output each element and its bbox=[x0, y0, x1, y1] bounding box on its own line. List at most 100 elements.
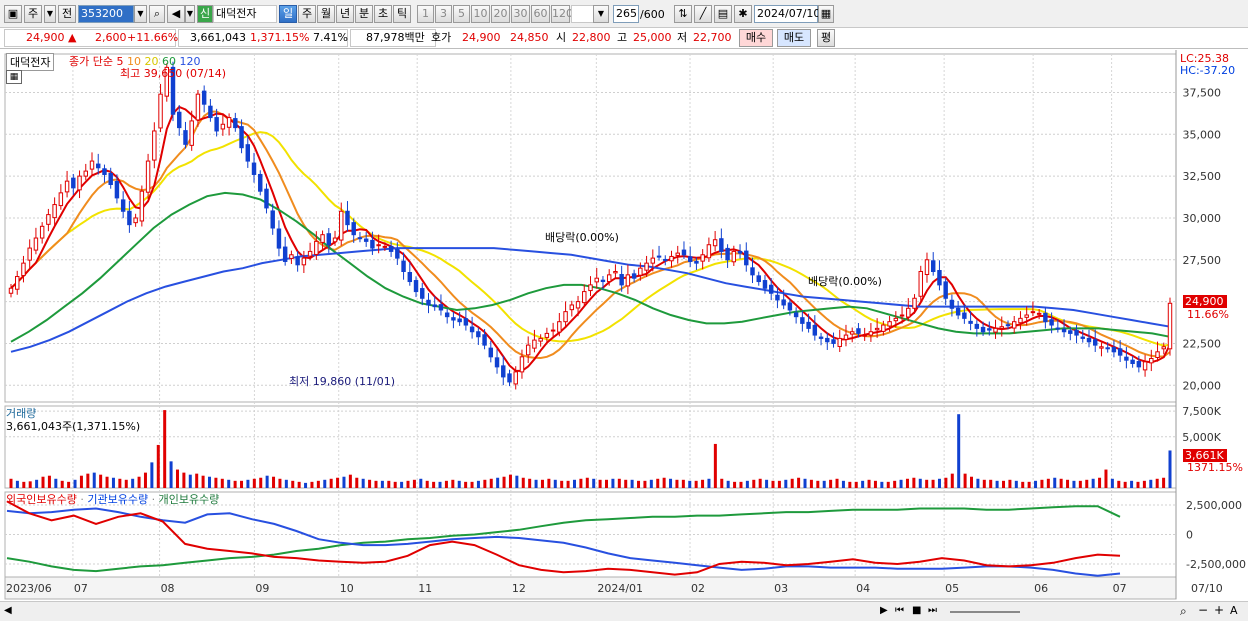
period-button-2[interactable]: 월 bbox=[317, 5, 335, 23]
candle-body-183 bbox=[1149, 358, 1154, 364]
code-dropdown-icon[interactable]: ▼ bbox=[134, 5, 147, 23]
volume-bar-5 bbox=[41, 476, 45, 488]
interval-button-5[interactable]: 30 bbox=[511, 5, 530, 23]
zoom-out-icon[interactable]: − bbox=[1198, 603, 1209, 617]
candle-body-118 bbox=[744, 250, 749, 266]
ma5-line bbox=[10, 105, 1171, 372]
period-main-button[interactable]: 주 bbox=[24, 5, 42, 23]
candle-body-31 bbox=[201, 90, 207, 105]
blank-dropdown-icon[interactable]: ▼ bbox=[593, 5, 609, 23]
scroll-right-icon[interactable]: ▶ bbox=[880, 605, 888, 616]
interval-button-6[interactable]: 60 bbox=[531, 5, 550, 23]
draw-tool-icon[interactable]: ╱ bbox=[694, 5, 712, 23]
eval-button[interactable]: 평 bbox=[817, 29, 835, 47]
chart-scrollbar[interactable]: ◀ ▶ ⏮ ■ ⏭ ⌕ − + A bbox=[0, 601, 1248, 621]
volume-bar-93 bbox=[605, 479, 609, 488]
chart-canvas[interactable]: 20,00022,50025,00027,50030,00032,50035,0… bbox=[0, 50, 1248, 601]
candle-body-167 bbox=[1049, 319, 1054, 326]
period-button-5[interactable]: 초 bbox=[374, 5, 392, 23]
volume-bar-76 bbox=[496, 477, 500, 488]
period-button-6[interactable]: 틱 bbox=[393, 5, 411, 23]
candle-body-52 bbox=[332, 237, 338, 243]
rewind-icon[interactable]: ⏮ bbox=[895, 605, 904, 616]
gear-icon[interactable]: ✱ bbox=[734, 5, 752, 23]
volume-bar-71 bbox=[464, 481, 468, 488]
candle-body-175 bbox=[1099, 346, 1104, 349]
period-button-0[interactable]: 일 bbox=[279, 5, 297, 23]
volume-bar-41 bbox=[272, 476, 276, 488]
period-button-4[interactable]: 분 bbox=[355, 5, 373, 23]
volume-bar-111 bbox=[720, 478, 724, 488]
volume-bar-57 bbox=[374, 480, 378, 488]
change-value: 2,600 bbox=[95, 31, 127, 44]
volume-bar-167 bbox=[1078, 480, 1082, 488]
count-input[interactable]: 265 bbox=[613, 5, 639, 23]
candle-body-174 bbox=[1093, 339, 1098, 346]
save-icon[interactable]: ▤ bbox=[714, 5, 732, 23]
candle-body-178 bbox=[1117, 348, 1123, 356]
auto-icon[interactable]: A bbox=[1230, 604, 1238, 617]
zoom-in-icon[interactable]: + bbox=[1214, 603, 1225, 617]
candle-body-48 bbox=[307, 250, 313, 257]
zoom-icon[interactable]: ⌕ bbox=[1180, 604, 1187, 618]
period-button-1[interactable]: 주 bbox=[298, 5, 316, 23]
candle-body-120 bbox=[756, 275, 761, 283]
stop-icon[interactable]: ■ bbox=[912, 605, 922, 616]
candle-body-20 bbox=[133, 217, 138, 224]
volume-bar-51 bbox=[336, 477, 340, 488]
price-tick-6: 35,000 bbox=[1183, 128, 1222, 141]
candle-body-148 bbox=[930, 260, 936, 273]
holdings-tick-2: -2,500,000 bbox=[1186, 558, 1246, 571]
speaker-icon[interactable]: ◀ bbox=[167, 5, 185, 23]
candle-body-53 bbox=[339, 210, 344, 241]
candle-body-87 bbox=[550, 329, 556, 332]
candle-body-138 bbox=[868, 331, 874, 336]
sell-button[interactable]: 매도 bbox=[777, 29, 811, 47]
table-icon[interactable]: ▦ bbox=[6, 70, 22, 84]
volume-bar-135 bbox=[873, 480, 877, 488]
candle-body-135 bbox=[849, 331, 855, 335]
candle-body-77 bbox=[488, 347, 494, 358]
scroll-left-icon[interactable]: ◀ bbox=[4, 605, 12, 616]
prev-button[interactable]: 전 bbox=[58, 5, 76, 23]
interval-button-2[interactable]: 5 bbox=[453, 5, 470, 23]
date-input[interactable]: 2024/07/10 bbox=[754, 5, 820, 23]
volume-bar-126 bbox=[816, 480, 820, 488]
code-input[interactable]: 353200 bbox=[78, 5, 134, 23]
interval-button-7[interactable]: 120 bbox=[551, 5, 573, 23]
last-price-tag: 24,900 bbox=[1183, 295, 1227, 308]
volume-bar-13 bbox=[92, 472, 96, 488]
search-icon[interactable]: ⌕ bbox=[149, 5, 165, 23]
layout-icon[interactable]: ▣ bbox=[4, 5, 22, 23]
candle-body-116 bbox=[731, 250, 737, 263]
candle-body-112 bbox=[706, 244, 712, 259]
buy-button[interactable]: 매수 bbox=[739, 29, 773, 47]
candle-body-126 bbox=[793, 312, 799, 318]
candle-body-13 bbox=[89, 160, 95, 170]
candle-body-102 bbox=[644, 262, 649, 271]
chart-tool-icon[interactable]: ⇅ bbox=[674, 5, 692, 23]
candle-body-171 bbox=[1074, 329, 1079, 336]
speaker-dropdown-icon[interactable]: ▼ bbox=[185, 5, 195, 23]
ma-legend: 종가 단순 5 10 20 60 120 bbox=[69, 53, 200, 69]
candle-body-66 bbox=[420, 288, 425, 299]
volume-bar-17 bbox=[118, 478, 122, 488]
interval-button-0[interactable]: 1 bbox=[417, 5, 434, 23]
x-tick-8: 02 bbox=[691, 582, 705, 595]
volume-bar-113 bbox=[733, 481, 737, 488]
calendar-icon[interactable]: ▦ bbox=[818, 5, 834, 23]
period-button-3[interactable]: 년 bbox=[336, 5, 354, 23]
zoom-slider[interactable] bbox=[950, 611, 1020, 613]
candle-body-113 bbox=[712, 239, 718, 247]
forward-icon[interactable]: ⏭ bbox=[928, 605, 937, 616]
interval-button-4[interactable]: 20 bbox=[491, 5, 510, 23]
interval-button-3[interactable]: 10 bbox=[471, 5, 490, 23]
interval-button-1[interactable]: 3 bbox=[435, 5, 452, 23]
volume-bar-10 bbox=[73, 479, 77, 488]
volume-bar-155 bbox=[1002, 480, 1006, 488]
candle-body-60 bbox=[382, 245, 388, 248]
volume-bar-88 bbox=[572, 479, 576, 488]
volume-bar-129 bbox=[835, 478, 839, 488]
volume-bar-45 bbox=[297, 481, 301, 488]
dropdown-icon[interactable]: ▼ bbox=[44, 5, 56, 23]
